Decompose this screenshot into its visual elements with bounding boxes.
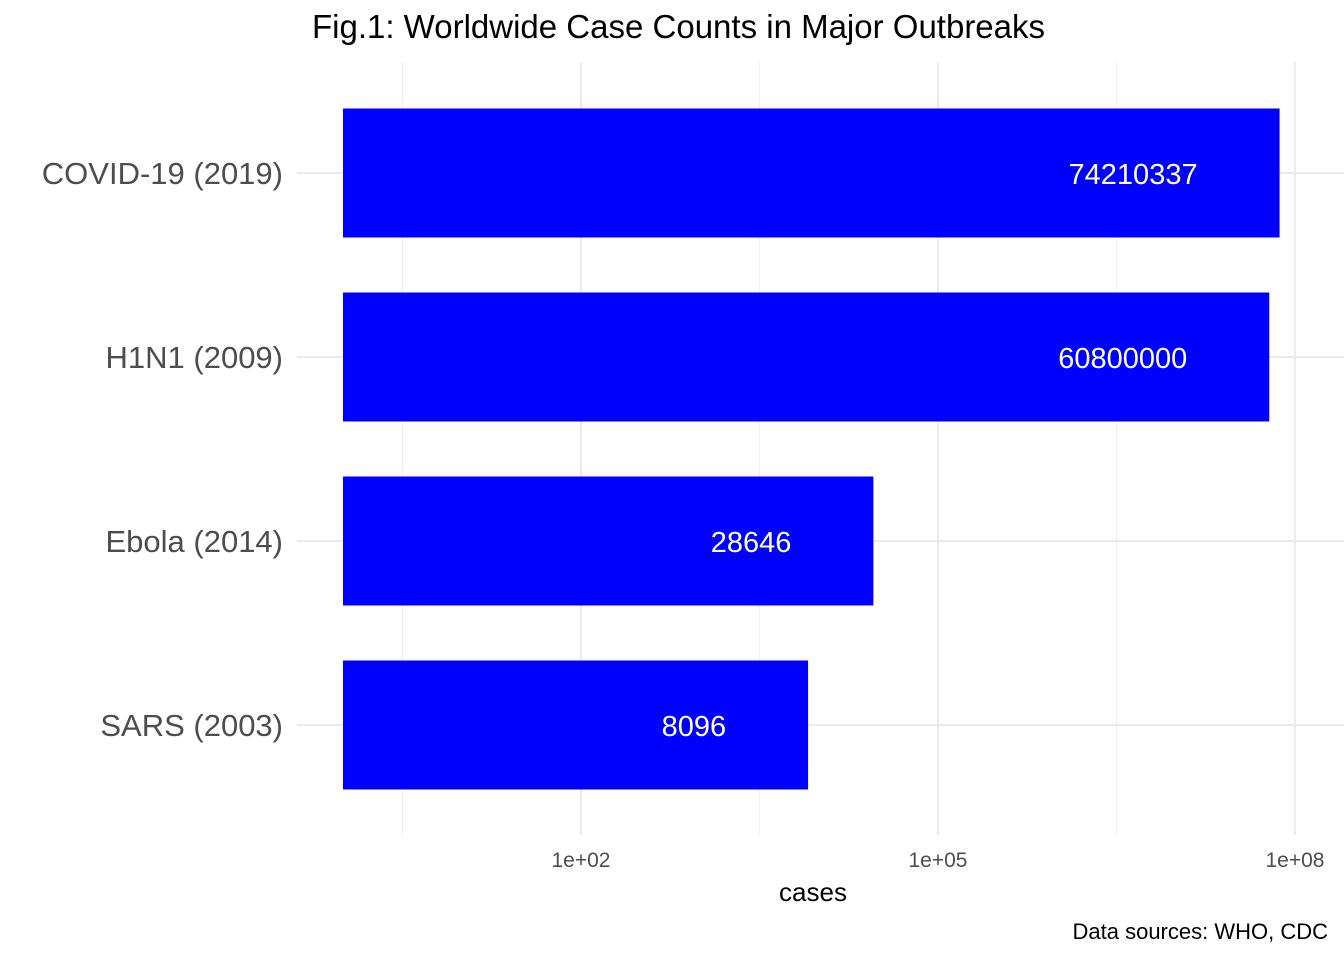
bars bbox=[343, 108, 1280, 790]
bar-value-label: 74210337 bbox=[1069, 159, 1198, 191]
category-label: COVID-19 (2019) bbox=[42, 156, 283, 191]
x-tick-label: 1e+08 bbox=[1266, 849, 1325, 872]
bar bbox=[343, 292, 1270, 422]
category-label: H1N1 (2009) bbox=[106, 340, 283, 375]
x-tick-label: 1e+02 bbox=[552, 849, 611, 872]
bar bbox=[343, 476, 874, 606]
bar bbox=[343, 108, 1280, 238]
chart-caption: Data sources: WHO, CDC bbox=[1072, 919, 1329, 944]
bar-value-label: 28646 bbox=[711, 527, 792, 559]
y-axis-categories: COVID-19 (2019) H1N1 (2009) Ebola (2014) SA… bbox=[42, 156, 283, 743]
bar-value-label: 8096 bbox=[662, 711, 727, 743]
bar-value-label: 60800000 bbox=[1058, 343, 1187, 375]
category-label: SARS (2003) bbox=[100, 708, 283, 743]
x-tick-label: 1e+05 bbox=[909, 849, 968, 872]
data-labels: 74210337 60800000 28646 8096 bbox=[662, 159, 1198, 743]
bar bbox=[343, 660, 809, 790]
chart-title: Fig.1: Worldwide Case Counts in Major Ou… bbox=[311, 8, 1046, 45]
x-axis-ticks: 1e+02 1e+05 1e+08 bbox=[552, 849, 1325, 872]
category-label: Ebola (2014) bbox=[105, 524, 283, 559]
x-axis-title: cases bbox=[779, 877, 847, 907]
